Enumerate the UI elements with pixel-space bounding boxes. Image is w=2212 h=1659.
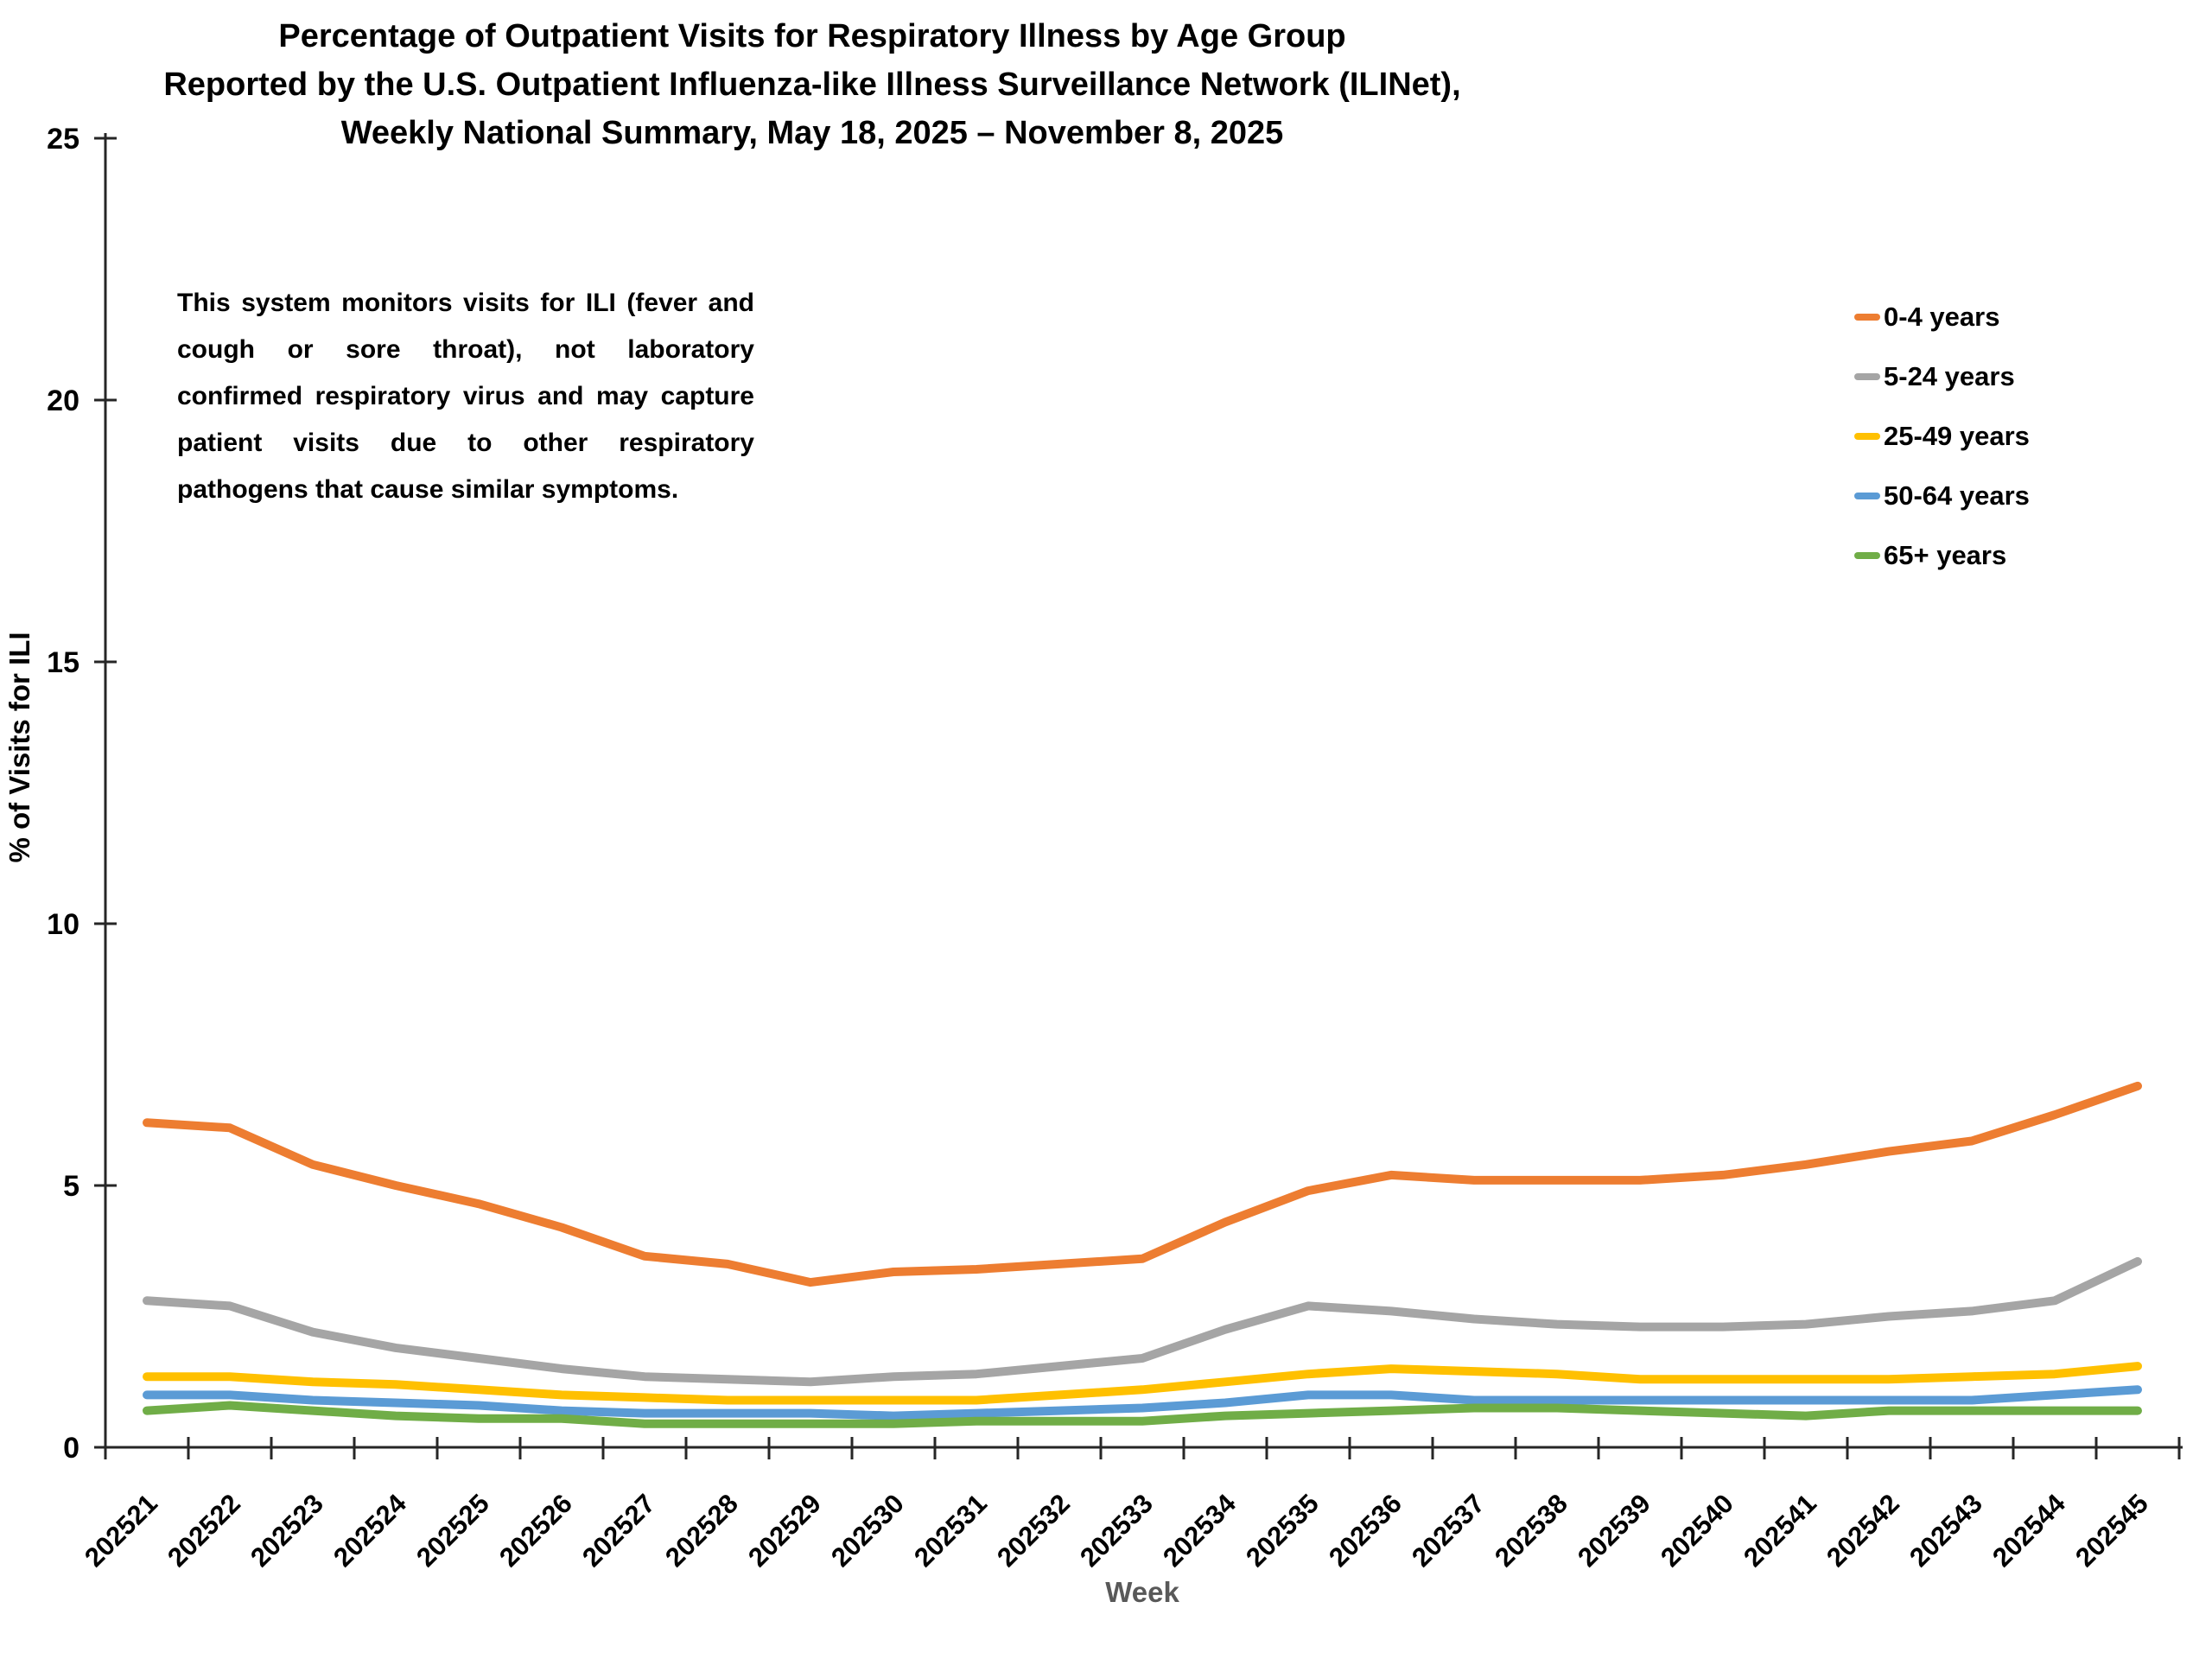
y-tick-label: 5	[63, 1170, 79, 1203]
x-axis-title: Week	[1105, 1576, 1179, 1608]
x-ticks	[104, 1437, 2181, 1459]
x-tick-label: 202523	[245, 1488, 329, 1573]
axes	[104, 133, 2183, 1449]
series-line-50-64-years	[143, 1385, 2142, 1421]
x-tick-label: 202545	[2069, 1488, 2154, 1573]
legend: 0-4 years 5-24 years 25-49 years 50-64 year…	[1854, 287, 2030, 585]
x-tick-label: 202527	[576, 1488, 661, 1573]
x-tick-label: 202521	[79, 1488, 163, 1573]
chart-title-line1: Percentage of Outpatient Visits for Resp…	[278, 18, 1346, 54]
y-tick-label: 20	[47, 385, 79, 417]
x-tick-label: 202524	[327, 1488, 412, 1573]
legend-swatch-25-49-years	[1854, 432, 1880, 440]
legend-item-0-4-years: 0-4 years	[1854, 287, 2030, 346]
x-tick-label: 202526	[493, 1488, 578, 1573]
x-tick-label: 202536	[1323, 1488, 1408, 1573]
chart-title: Percentage of Outpatient Visits for Resp…	[0, 12, 1624, 157]
y-tick-label: 25	[47, 123, 79, 156]
y-tick-labels: 0 5 10 15 20 25	[47, 123, 79, 1465]
legend-item-5-24-years: 5-24 years	[1854, 346, 2030, 406]
legend-swatch-0-4-years	[1854, 313, 1880, 321]
x-tick-labels: 2025212025222025232025242025252025262025…	[79, 1488, 2154, 1573]
series-line-65-years	[143, 1401, 2142, 1428]
note-text: This system monitors visits for ILI (fev…	[177, 289, 754, 504]
legend-label-0-4-years: 0-4 years	[1884, 301, 2000, 332]
legend-label-5-24-years: 5-24 years	[1884, 360, 2015, 391]
x-tick-label: 202522	[162, 1488, 246, 1573]
legend-label-65-years: 65+ years	[1884, 539, 2007, 570]
x-tick-label: 202525	[410, 1488, 495, 1573]
x-tick-label: 202537	[1406, 1488, 1491, 1573]
x-tick-label: 202542	[1821, 1488, 1905, 1573]
x-tick-label: 202538	[1489, 1488, 1573, 1573]
chart-title-line3: Weekly National Summary, May 18, 2025 – …	[340, 115, 1284, 151]
x-tick-label: 202528	[659, 1488, 744, 1573]
x-tick-label: 202532	[991, 1488, 1076, 1573]
y-tick-label: 0	[63, 1432, 79, 1465]
series-line-0-4-years	[143, 1081, 2142, 1287]
legend-item-65-years: 65+ years	[1854, 525, 2030, 585]
y-ticks	[94, 137, 117, 1449]
x-tick-label: 202544	[1986, 1488, 2071, 1573]
x-tick-label: 202541	[1738, 1488, 1822, 1573]
legend-item-25-49-years: 25-49 years	[1854, 406, 2030, 466]
x-tick-label: 202531	[908, 1488, 993, 1573]
x-tick-label: 202534	[1157, 1488, 1242, 1573]
x-tick-label: 202539	[1572, 1488, 1656, 1573]
y-tick-label: 10	[47, 908, 79, 941]
y-tick-label: 15	[47, 646, 79, 679]
chart-title-line2: Reported by the U.S. Outpatient Influenz…	[163, 67, 1461, 103]
x-tick-label: 202535	[1240, 1488, 1325, 1573]
legend-item-50-64-years: 50-64 years	[1854, 466, 2030, 525]
legend-label-25-49-years: 25-49 years	[1884, 420, 2030, 451]
legend-swatch-50-64-years	[1854, 492, 1880, 499]
y-axis-title: % of Visits for ILI	[3, 632, 35, 862]
series-line-25-49-years	[143, 1362, 2142, 1405]
x-tick-label: 202540	[1655, 1488, 1739, 1573]
x-tick-label: 202533	[1074, 1488, 1159, 1573]
legend-swatch-5-24-years	[1854, 372, 1880, 380]
x-tick-label: 202543	[1904, 1488, 1988, 1573]
series-line-5-24-years	[143, 1256, 2142, 1387]
x-tick-label: 202529	[742, 1488, 827, 1573]
x-tick-label: 202530	[825, 1488, 910, 1573]
legend-swatch-65-years	[1854, 551, 1880, 559]
legend-label-50-64-years: 50-64 years	[1884, 480, 2030, 511]
